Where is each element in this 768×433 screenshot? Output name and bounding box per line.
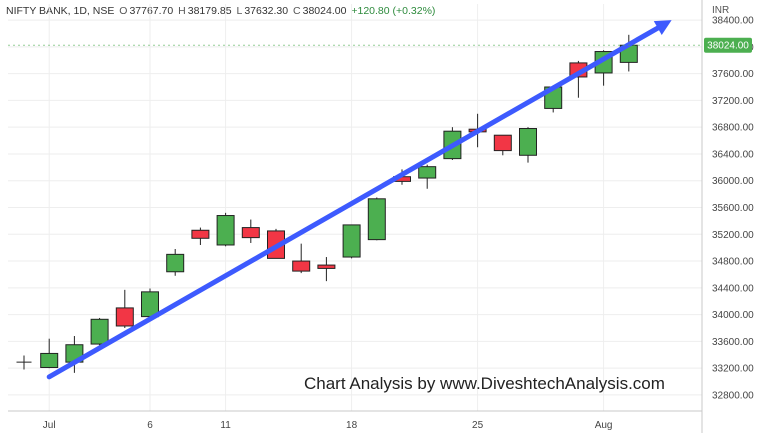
y-tick-label: 33600.00 — [712, 337, 754, 348]
trend-arrow — [46, 20, 672, 380]
high-label: H — [178, 5, 186, 17]
open-label: O — [119, 5, 128, 17]
candle — [191, 227, 210, 245]
candle — [216, 212, 235, 247]
x-tick-label: 6 — [147, 420, 153, 431]
candle — [90, 317, 109, 346]
y-tick-label: 37200.00 — [712, 96, 754, 107]
y-tick-label: 32800.00 — [712, 390, 754, 401]
y-tick-label: 35600.00 — [712, 203, 754, 214]
candle — [493, 134, 512, 156]
candle-body — [292, 260, 311, 272]
candle-body — [317, 264, 336, 269]
candle-body — [519, 128, 537, 156]
low-label: L — [236, 5, 243, 17]
y-tick-label: 36800.00 — [712, 123, 754, 134]
last-price-label: 38024.00 — [707, 41, 749, 52]
x-tick-label: 25 — [472, 420, 484, 431]
candle — [141, 288, 159, 319]
close-label: C — [293, 5, 301, 17]
chart-header: NIFTY BANK, 1D, NSE O 37767.70 H 38179.85 … — [6, 5, 437, 17]
candle-body — [115, 307, 134, 327]
low-value: 37632.30 — [244, 5, 289, 17]
candle — [16, 355, 32, 370]
x-tick-label: Aug — [595, 420, 613, 431]
candle — [519, 127, 537, 163]
candle-body — [342, 224, 361, 258]
candle — [292, 243, 311, 274]
x-tick-label: Jul — [43, 420, 56, 431]
y-tick-label: 36400.00 — [712, 149, 754, 160]
candle-body — [40, 352, 59, 368]
candle-body — [191, 229, 210, 239]
candle — [40, 338, 59, 369]
y-tick-label: 33200.00 — [712, 364, 754, 375]
x-tick-label: 18 — [346, 420, 358, 431]
symbol-label: NIFTY BANK, 1D, NSE — [6, 5, 115, 17]
y-tick-label: 35200.00 — [712, 230, 754, 241]
candle-body — [166, 253, 185, 273]
candle-body — [216, 215, 235, 246]
candle-body — [241, 227, 260, 239]
candle — [166, 249, 185, 276]
candle — [367, 197, 386, 241]
candle-body — [367, 198, 386, 241]
candle-body — [418, 166, 437, 179]
currency-label: INR — [712, 5, 730, 16]
y-tick-label: 34400.00 — [712, 283, 754, 294]
candle — [241, 219, 260, 243]
candle-body — [90, 318, 109, 345]
y-tick-label: 36000.00 — [712, 176, 754, 187]
y-tick-label: 38400.00 — [712, 16, 754, 27]
watermark-text: Chart Analysis by www.DiveshtechAnalysis… — [304, 374, 665, 393]
candles — [16, 34, 638, 373]
candle — [317, 257, 336, 282]
x-tick-label: 11 — [220, 420, 231, 431]
axes: 32800.00 33200.00 33600.00 34000.00 34400.00… — [8, 0, 754, 433]
candle — [418, 164, 437, 189]
trend-arrow-shaft — [46, 25, 661, 380]
y-tick-label: 34000.00 — [712, 310, 754, 321]
candle — [115, 289, 134, 328]
open-value: 37767.70 — [129, 5, 174, 17]
change-value: +120.80 (+0.32%) — [351, 5, 436, 17]
trend-arrow-head — [653, 20, 672, 35]
high-value: 38179.85 — [187, 5, 232, 17]
close-value: 38024.00 — [302, 5, 347, 17]
y-tick-label: 37600.00 — [712, 69, 754, 80]
y-tick-label: 34800.00 — [712, 257, 754, 268]
last-price-tag — [704, 37, 752, 53]
candle-body — [493, 134, 512, 152]
candle — [342, 224, 361, 259]
